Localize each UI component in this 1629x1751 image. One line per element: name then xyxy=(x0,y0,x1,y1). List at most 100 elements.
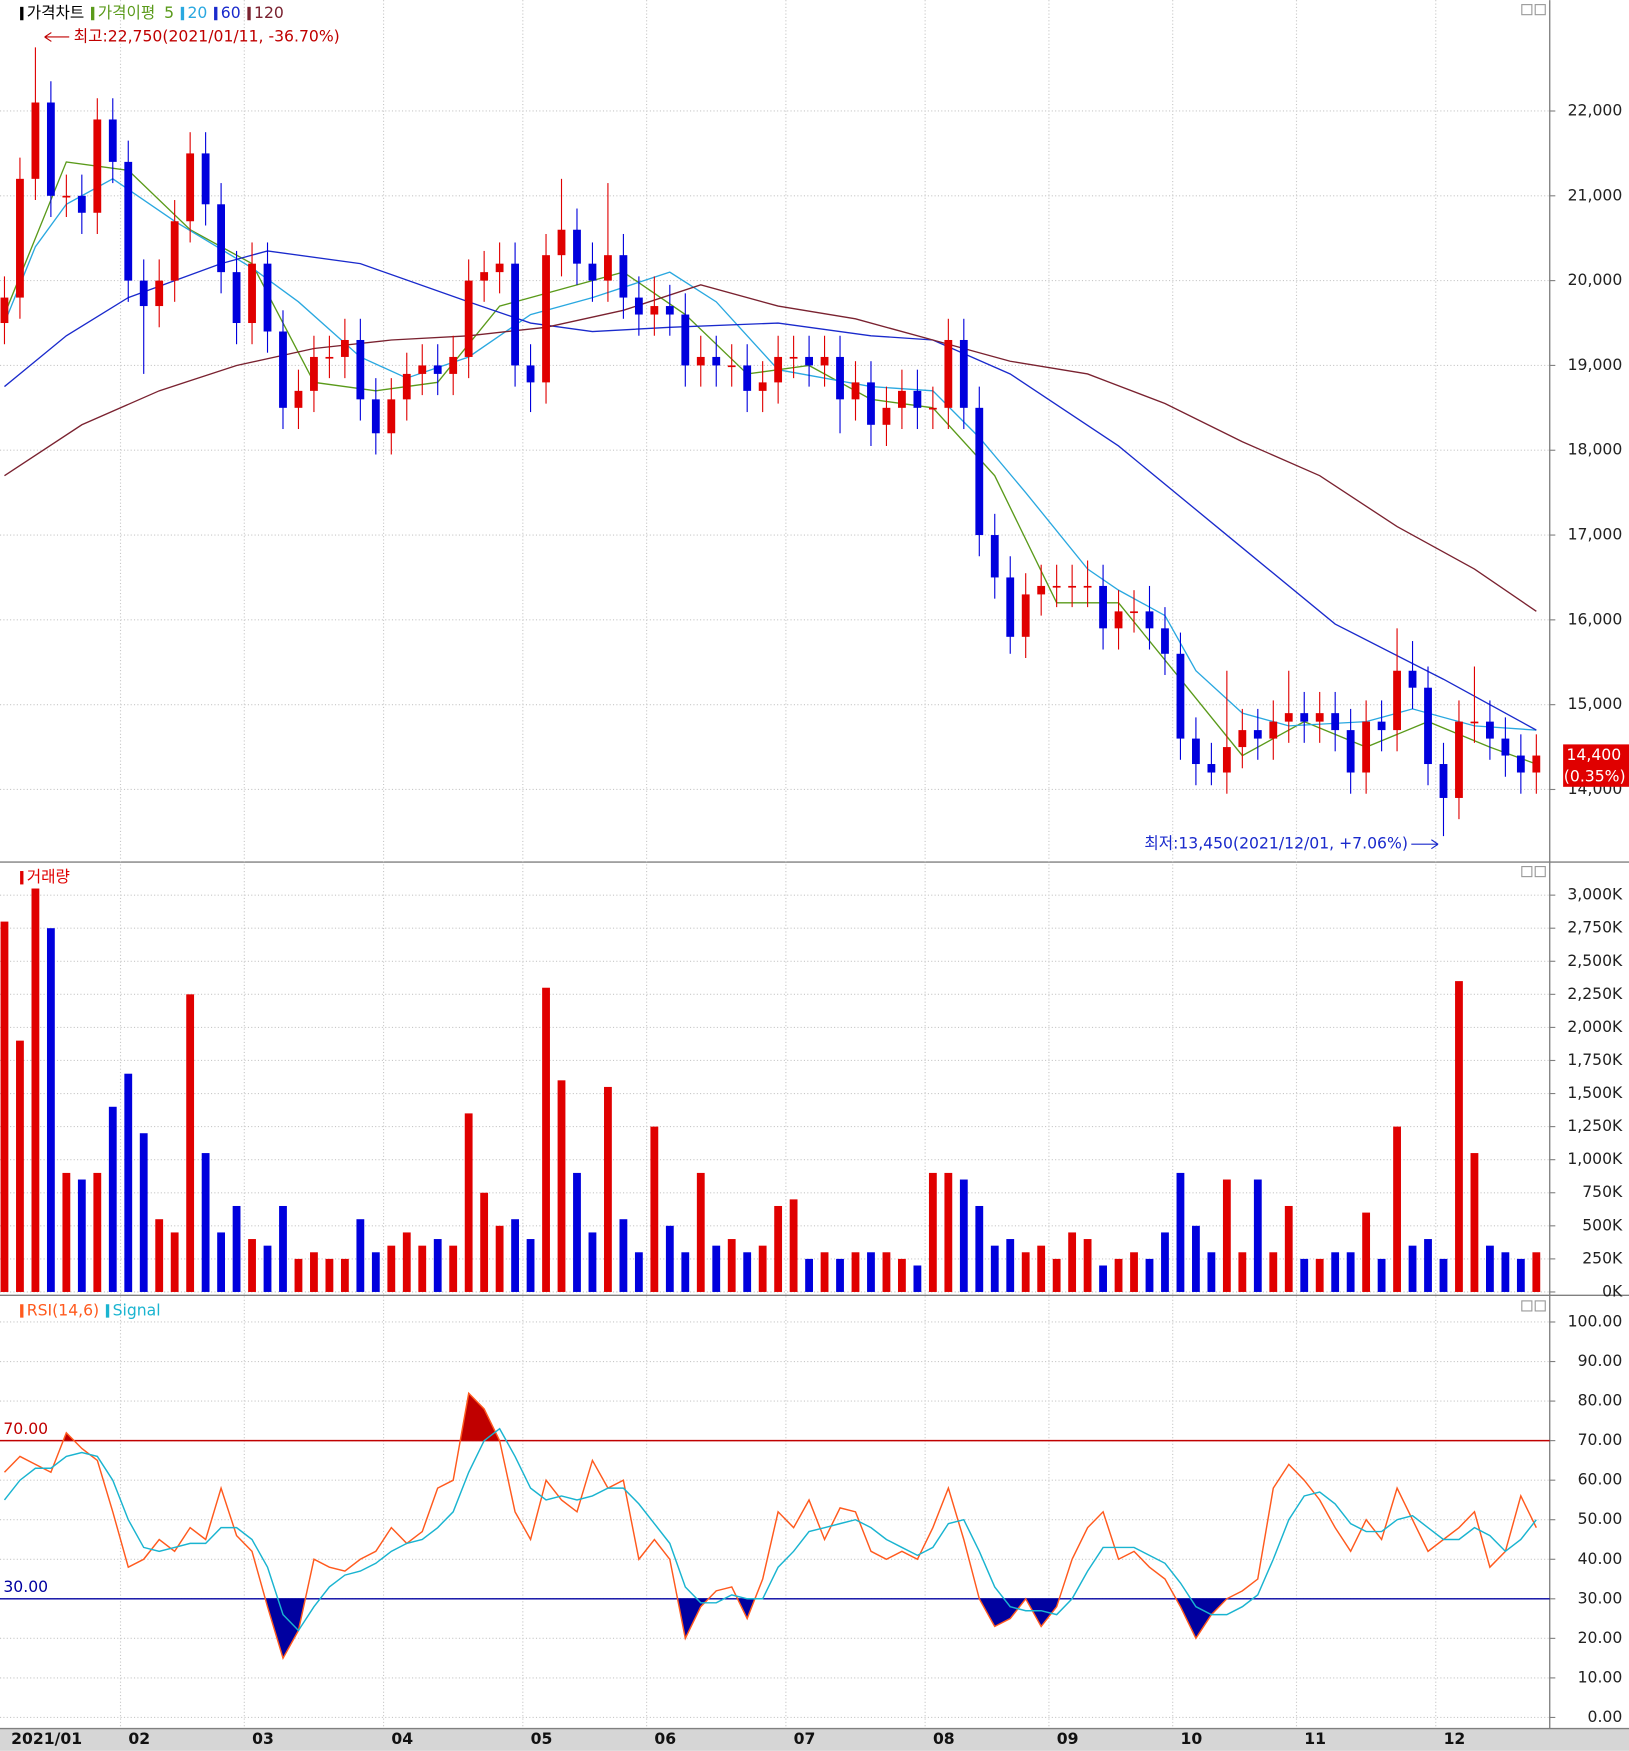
volume-bar xyxy=(480,1192,489,1292)
candle-body xyxy=(1161,628,1169,654)
y-tick-label: 60.00 xyxy=(1578,1470,1623,1489)
volume-bar xyxy=(944,1172,953,1292)
y-tick-label: 30.00 xyxy=(1578,1588,1623,1607)
volume-bar xyxy=(1501,1252,1510,1292)
y-tick-label: 1,500K xyxy=(1567,1083,1623,1102)
candle-body xyxy=(789,356,798,359)
y-tick-label: 19,000 xyxy=(1568,355,1623,374)
candle-body xyxy=(449,356,458,374)
level-label: 70.00 xyxy=(3,1419,48,1438)
volume-bar xyxy=(619,1219,628,1292)
y-tick-label: 20.00 xyxy=(1578,1628,1623,1647)
volume-bar xyxy=(1300,1258,1309,1292)
candle-body xyxy=(696,356,705,366)
volume-bar xyxy=(1145,1258,1154,1292)
candle-body xyxy=(1532,755,1541,773)
price-tag xyxy=(1563,744,1629,787)
candle-body xyxy=(634,297,643,315)
volume-bar xyxy=(573,1172,581,1292)
candle-body xyxy=(665,306,674,315)
candle-body xyxy=(31,102,40,179)
candle-body xyxy=(1130,611,1138,614)
legend-marker xyxy=(20,871,24,885)
y-tick-label: 70.00 xyxy=(1578,1430,1623,1449)
volume-bar xyxy=(557,1080,566,1292)
close-button[interactable] xyxy=(1534,866,1546,878)
volume-bar xyxy=(371,1252,380,1292)
candle-body xyxy=(928,407,937,410)
candle-body xyxy=(1284,713,1293,722)
volume-bar xyxy=(263,1245,272,1292)
candle-body xyxy=(1006,577,1015,637)
y-tick-label: 1,750K xyxy=(1567,1050,1623,1069)
volume-bar xyxy=(1439,1258,1448,1292)
maximize-button[interactable] xyxy=(1521,866,1533,878)
legend-label: Signal xyxy=(113,1300,161,1319)
candle-body xyxy=(1424,687,1432,765)
x-tick-label: 07 xyxy=(794,1729,816,1748)
candle-body xyxy=(990,535,999,578)
volume-bar xyxy=(1253,1179,1262,1292)
candle-body xyxy=(232,272,241,324)
candle-body xyxy=(542,255,550,383)
candle-body xyxy=(495,263,504,273)
candle-body xyxy=(108,119,117,162)
volume-bar xyxy=(16,1040,24,1292)
volume-bar xyxy=(108,1106,117,1292)
x-tick-label: 03 xyxy=(252,1729,274,1748)
volume-bar xyxy=(248,1239,256,1292)
candle-body xyxy=(186,153,195,222)
candle-body xyxy=(1377,721,1386,731)
candle-body xyxy=(1192,738,1200,765)
close-button[interactable] xyxy=(1534,1300,1546,1312)
volume-bar xyxy=(418,1245,427,1292)
candle-body xyxy=(201,153,210,205)
volume-bar xyxy=(727,1239,736,1292)
y-tick-label: 20,000 xyxy=(1568,270,1623,289)
volume-bar xyxy=(1176,1172,1185,1292)
candle-body xyxy=(604,255,612,281)
x-axis-band xyxy=(0,1728,1629,1751)
candle-body xyxy=(1300,713,1309,722)
candle-body xyxy=(882,407,891,425)
legend-marker xyxy=(20,6,24,21)
volume-bar xyxy=(402,1232,411,1292)
candle-body xyxy=(557,229,566,256)
candle-body xyxy=(743,365,752,391)
volume-bar xyxy=(665,1225,674,1292)
level-label: 30.00 xyxy=(3,1577,48,1596)
y-tick-label: 2,750K xyxy=(1567,918,1623,937)
maximize-button[interactable] xyxy=(1521,1300,1533,1312)
volume-bar xyxy=(294,1258,303,1292)
candle-body xyxy=(1315,713,1324,722)
candle-body xyxy=(356,339,365,400)
volume-bar xyxy=(959,1179,968,1292)
volume-bar xyxy=(928,1172,937,1292)
maximize-button[interactable] xyxy=(1521,4,1533,16)
y-tick-label: 22,000 xyxy=(1568,100,1623,119)
volume-bar xyxy=(139,1133,148,1292)
volume-bar xyxy=(1455,981,1463,1292)
close-button[interactable] xyxy=(1534,4,1546,16)
candle-body xyxy=(1114,611,1123,629)
mark-layer xyxy=(0,47,1550,1661)
volume-bar xyxy=(1114,1258,1123,1292)
volume-bar xyxy=(31,888,40,1292)
x-tick-label: 2021/01 xyxy=(11,1729,82,1748)
candle-body xyxy=(1501,738,1510,756)
candle-body xyxy=(433,365,442,374)
volume-bar xyxy=(232,1205,241,1292)
y-tick-label: 100.00 xyxy=(1568,1311,1623,1330)
volume-bar xyxy=(449,1245,458,1292)
y-tick-label: 80.00 xyxy=(1578,1391,1623,1410)
volume-bar xyxy=(820,1252,829,1292)
volume-bar xyxy=(1130,1252,1138,1292)
volume-bar xyxy=(1222,1179,1231,1292)
candle-body xyxy=(944,339,953,408)
candle-body xyxy=(1455,721,1463,798)
candle-body xyxy=(418,365,427,374)
price-tag-label: 14,400 xyxy=(1566,745,1621,764)
candle-body xyxy=(124,161,133,281)
high-annotation: 최고:22,750(2021/01/11, -36.70%) xyxy=(74,26,340,45)
